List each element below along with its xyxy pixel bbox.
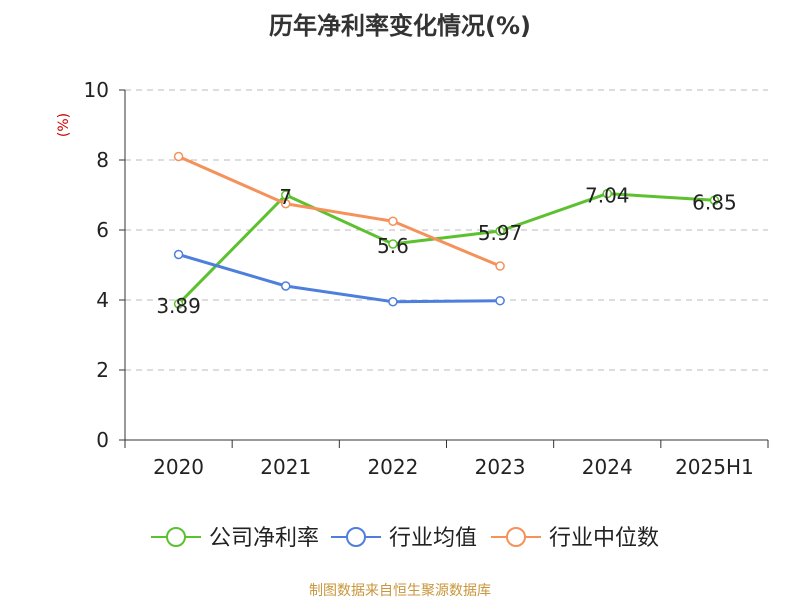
legend-marker-icon bbox=[506, 527, 526, 547]
data-point bbox=[173, 299, 184, 309]
data-label: 5.6 bbox=[377, 234, 409, 258]
data-point bbox=[388, 216, 398, 226]
data-label-layer: 3.89 7 5.6 5.97 7.04 6.85 bbox=[156, 184, 736, 318]
source-note: 制图数据来自恒生聚源数据库 bbox=[309, 583, 491, 599]
data-point bbox=[388, 297, 398, 307]
x-tick-label: 2023 bbox=[475, 455, 526, 479]
data-point bbox=[173, 151, 184, 162]
data-point bbox=[388, 239, 398, 249]
y-axis-label: (%) bbox=[56, 113, 72, 137]
y-tick-label: 8 bbox=[96, 148, 109, 172]
series-line bbox=[177, 155, 501, 268]
y-tick-label: 10 bbox=[84, 78, 109, 102]
data-point bbox=[709, 195, 720, 205]
series-line bbox=[178, 253, 501, 304]
x-tick-label: 2025H1 bbox=[675, 455, 754, 479]
y-tick-label: 6 bbox=[96, 218, 109, 242]
data-point bbox=[602, 188, 612, 199]
x-tick-label: 2022 bbox=[367, 455, 418, 479]
series-line bbox=[177, 192, 715, 305]
data-point bbox=[495, 226, 505, 236]
y-tick-label: 2 bbox=[96, 358, 109, 382]
legend: 公司净利率 行业均值 行业中位数 bbox=[151, 526, 659, 551]
x-tick-label: 2024 bbox=[582, 455, 633, 479]
data-label: 5.97 bbox=[478, 221, 523, 245]
y-tick-label: 0 bbox=[96, 428, 109, 452]
chart-title: 历年净利率变化情况(%) bbox=[269, 12, 531, 40]
legend-label: 行业中位数 bbox=[549, 526, 659, 551]
legend-marker-icon bbox=[166, 527, 186, 547]
legend-marker-icon bbox=[346, 527, 366, 547]
data-point bbox=[495, 295, 505, 306]
grid-layer bbox=[125, 89, 768, 371]
data-label: 7 bbox=[279, 185, 292, 209]
data-label: 3.89 bbox=[156, 294, 201, 318]
legend-label: 公司净利率 bbox=[209, 526, 319, 551]
data-point bbox=[495, 261, 505, 271]
data-point bbox=[281, 199, 291, 209]
series-layer bbox=[173, 151, 720, 309]
data-label: 6.85 bbox=[692, 190, 737, 214]
x-tick-label: 2020 bbox=[153, 455, 204, 479]
legend-label: 行业均值 bbox=[389, 526, 477, 551]
axis-layer: 0 2 4 6 8 10 (%) 2020 2021 2022 2023 2024 2025H1 bbox=[56, 78, 769, 479]
data-point bbox=[281, 281, 291, 291]
data-point bbox=[173, 249, 184, 260]
y-tick-label: 4 bbox=[96, 288, 109, 312]
x-tick-label: 2021 bbox=[260, 455, 311, 479]
data-label: 7.04 bbox=[585, 184, 630, 208]
